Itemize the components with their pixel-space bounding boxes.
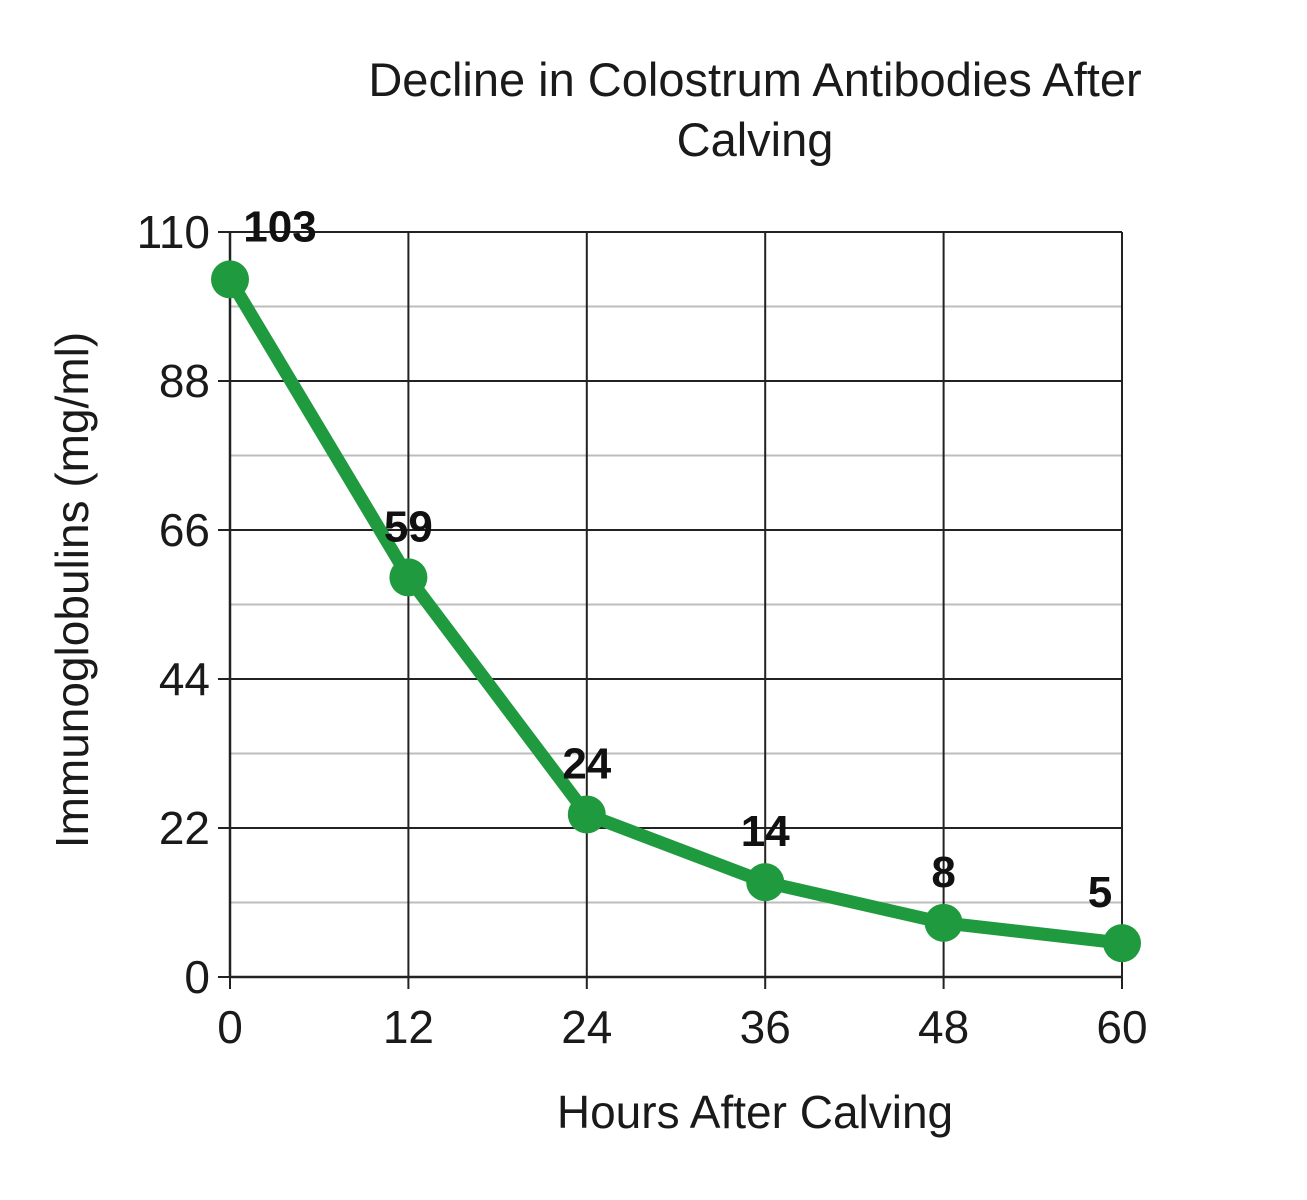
data-point-36	[746, 863, 785, 902]
grid	[230, 231, 1123, 977]
y-tick-label-88: 88	[159, 355, 210, 407]
data-label-0: 103	[243, 202, 316, 251]
x-tick-label-48: 48	[918, 1001, 969, 1053]
data-point-12	[389, 558, 428, 597]
data-label-24: 24	[562, 739, 611, 788]
data-point-24	[567, 795, 606, 834]
axes	[218, 231, 1123, 989]
chart-title: Decline in Colostrum Antibodies After Ca…	[230, 50, 1280, 170]
x-tick-label-0: 0	[217, 1001, 243, 1053]
y-tick-label-0: 0	[184, 951, 210, 1003]
tick-labels: 0 22 44 66 88 110 0 12 24 36 48 60	[137, 206, 1148, 1053]
x-tick-label-60: 60	[1096, 1001, 1147, 1053]
data-label-60: 5	[1088, 868, 1112, 917]
y-axis-label: Immunoglobulins (mg/ml)	[46, 332, 98, 848]
y-tick-label-110: 110	[137, 206, 210, 258]
data-point-48	[924, 903, 963, 942]
data-point-60	[1103, 924, 1141, 963]
y-tick-label-22: 22	[159, 802, 210, 854]
series-line	[223, 272, 1129, 950]
y-tick-label-44: 44	[159, 653, 210, 705]
x-axis-label: Hours After Calving	[557, 1086, 953, 1138]
x-tick-label-36: 36	[740, 1001, 791, 1053]
data-label-12: 59	[384, 502, 433, 551]
data-label-36: 14	[741, 807, 790, 856]
series-immunoglobulins	[211, 260, 1141, 963]
x-tick-label-24: 24	[561, 1001, 612, 1053]
x-tick-label-12: 12	[383, 1001, 434, 1053]
data-point-0	[211, 260, 249, 299]
data-label-48: 8	[931, 848, 955, 897]
chart-title-line-1: Decline in Colostrum Antibodies After	[368, 53, 1142, 106]
chart-title-line-2: Calving	[676, 113, 834, 166]
y-tick-label-66: 66	[159, 504, 210, 556]
data-labels: 103 59 24 14 8 5	[243, 202, 1112, 917]
